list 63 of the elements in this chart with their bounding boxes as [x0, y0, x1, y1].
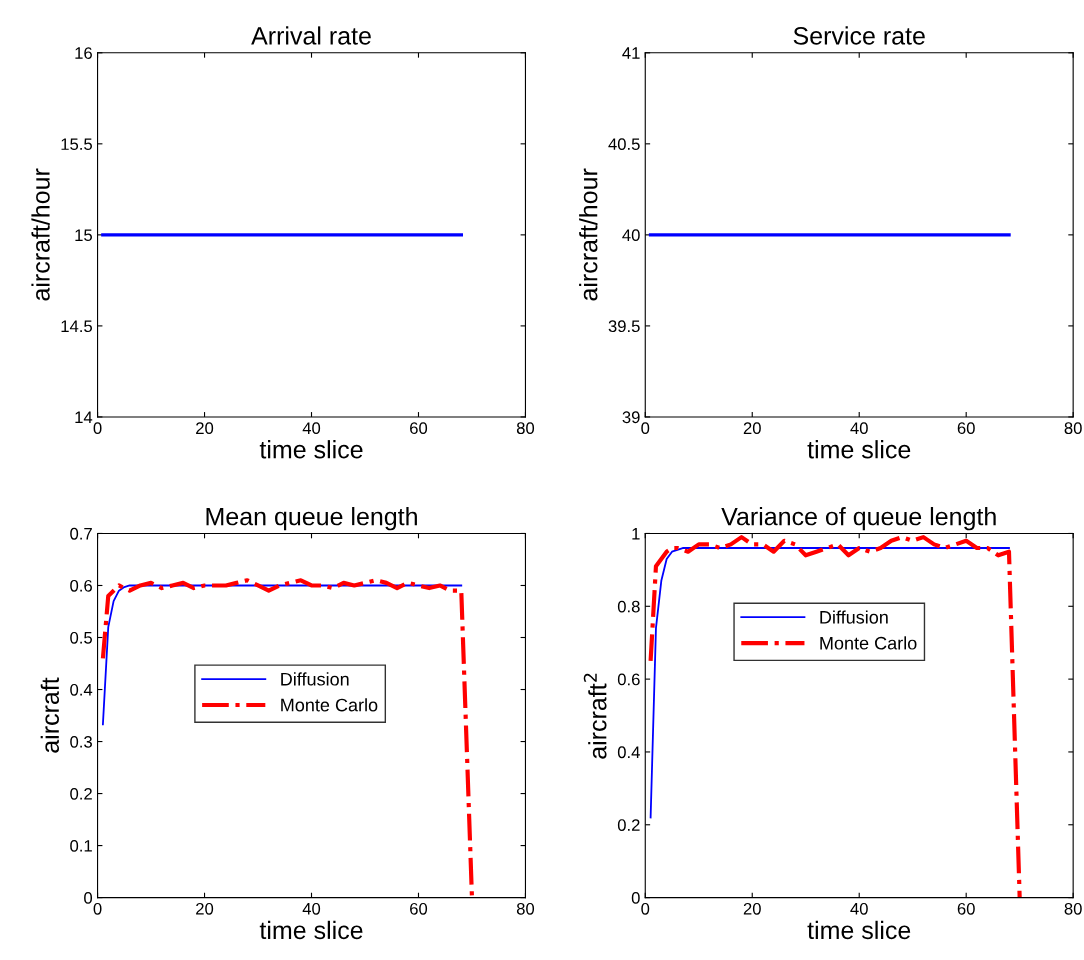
y-tick-label: 0.4 — [70, 683, 93, 696]
x-axis-title: time slice — [259, 440, 363, 459]
x-tick-label: 60 — [957, 902, 975, 915]
y-tick-label: 0.5 — [70, 631, 92, 644]
y-axis-title: aircraft/hour — [579, 168, 598, 301]
y-tick-label: 14.5 — [61, 320, 92, 333]
x-tick-label: 60 — [957, 422, 975, 435]
y-tick-label: 0 — [631, 892, 640, 904]
x-tick-label: 40 — [302, 902, 321, 915]
y-tick-label: 0.4 — [617, 746, 640, 759]
y-tick-label: 0 — [84, 892, 93, 904]
x-tick-label: 0 — [641, 422, 650, 435]
line-series — [100, 578, 475, 898]
x-tick-label: 80 — [516, 422, 535, 435]
y-tick-label: 16 — [75, 47, 92, 59]
legend-label: Diffusion — [820, 610, 888, 624]
y-axis-title: aircraft/hour — [31, 168, 50, 301]
y-tick-label: 0.7 — [70, 527, 92, 540]
x-tick-label: 0 — [93, 422, 102, 435]
x-tick-label: 60 — [410, 422, 428, 435]
x-axis-title: time slice — [807, 920, 911, 940]
x-tick-label: 20 — [196, 902, 214, 915]
y-tick-label: 0.6 — [70, 579, 92, 592]
y-tick-label: 39.5 — [608, 320, 640, 333]
y-tick-label: 0.6 — [617, 673, 640, 686]
x-tick-label: 60 — [410, 902, 428, 915]
y-tick-label: 39 — [622, 411, 640, 424]
x-tick-label: 80 — [516, 902, 535, 915]
y-tick-label: 0.3 — [70, 735, 92, 748]
y-tick-label: 14 — [75, 411, 93, 423]
x-tick-label: 80 — [1064, 422, 1082, 435]
chart-title: Service rate — [793, 26, 925, 45]
x-tick-label: 20 — [743, 902, 761, 915]
x-axis-title: time slice — [259, 920, 363, 940]
legend-label: Monte Carlo — [281, 698, 378, 712]
y-tick-label: 15.5 — [61, 138, 92, 151]
y-tick-label: 0.1 — [70, 839, 92, 852]
x-tick-label: 40 — [302, 422, 321, 435]
x-axis-title: time slice — [807, 440, 911, 459]
legend-label: Monte Carlo — [820, 636, 917, 650]
x-tick-label: 40 — [850, 902, 868, 915]
x-tick-label: 0 — [93, 902, 102, 915]
x-tick-label: 20 — [196, 422, 214, 435]
y-tick-label: 0.2 — [70, 787, 92, 800]
y-tick-label: 15 — [75, 229, 92, 242]
chart-title: Arrival rate — [251, 26, 371, 45]
y-tick-label: 1 — [632, 528, 640, 540]
legend-label: Diffusion — [281, 672, 349, 686]
y-tick-label: 40.5 — [608, 138, 640, 151]
y-tick-label: 40 — [622, 229, 640, 242]
x-tick-label: 40 — [850, 422, 868, 435]
y-axis-title: aircraft — [40, 677, 60, 753]
chart-title: Mean queue length — [206, 507, 417, 531]
x-tick-label: 20 — [743, 422, 761, 435]
x-tick-label: 0 — [641, 902, 650, 915]
line-series — [649, 547, 1010, 819]
x-tick-label: 80 — [1064, 902, 1082, 915]
y-axis-title: aircraft$^{2}$ — [583, 673, 607, 759]
y-tick-label: 41 — [622, 47, 640, 59]
y-tick-label: 0.8 — [617, 600, 640, 613]
y-tick-label: 0.2 — [617, 819, 640, 831]
line-series — [648, 535, 1022, 898]
chart-title: Variance of queue length — [721, 507, 996, 531]
